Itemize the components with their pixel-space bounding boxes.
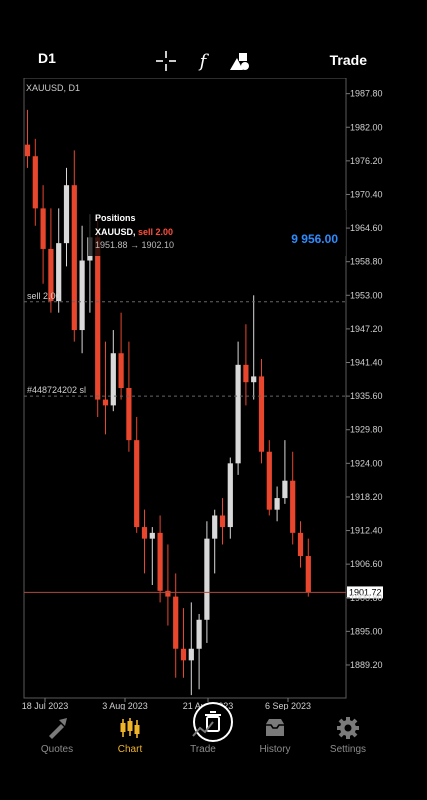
y-tick-label: 1953.00: [350, 290, 383, 300]
trash-icon: [205, 711, 221, 732]
candle-body: [258, 376, 265, 452]
candle-body: [56, 243, 62, 302]
candle-body: [110, 353, 116, 406]
candle-body: [227, 463, 233, 528]
popup-profit: 9 956.00: [291, 232, 338, 246]
history-icon: [266, 719, 284, 736]
candle-body: [102, 399, 109, 406]
candle-body: [40, 208, 46, 249]
y-tick-label: 1895.00: [350, 626, 383, 636]
candle-body: [63, 185, 70, 244]
y-tick-label: 1912.40: [350, 526, 383, 536]
y-tick-label: 1924.00: [350, 458, 383, 468]
bottom-tab-bar: Quotes Chart Trade History: [0, 710, 427, 800]
popup-prices: 1951.88 → 1902.10: [95, 240, 174, 250]
y-tick-label: 1947.20: [350, 324, 383, 334]
candle-body: [274, 498, 280, 510]
trade-icon: [192, 721, 214, 737]
candle-body: [24, 144, 31, 157]
tab-chart-label: Chart: [117, 744, 143, 755]
popup-title: Positions: [95, 213, 136, 223]
tab-trade[interactable]: Trade: [163, 710, 243, 755]
candle-body: [71, 185, 77, 331]
candle-body: [48, 248, 54, 302]
candle-body: [204, 538, 210, 620]
candle-body: [141, 527, 148, 539]
candle-body: [196, 619, 202, 649]
candle-body: [243, 364, 249, 383]
tab-settings[interactable]: Settings: [308, 710, 388, 755]
y-tick-label: 1987.80: [350, 89, 383, 99]
popup-symbol: XAUUSD: [95, 227, 134, 237]
y-tick-label: 1900.80: [350, 593, 383, 603]
y-tick-label: 1929.80: [350, 425, 383, 435]
y-tick-label: 1889.20: [350, 660, 383, 670]
tab-quotes[interactable]: Quotes: [17, 710, 97, 755]
candle-body: [79, 260, 85, 331]
trade-button[interactable]: Trade: [329, 52, 367, 68]
candle-body: [134, 440, 140, 528]
tab-chart[interactable]: Chart: [90, 710, 170, 755]
settings-icon: [337, 717, 359, 739]
sell-level-label: sell 2.00: [27, 291, 61, 301]
candle-body: [212, 515, 218, 539]
y-tick-label: 1970.40: [350, 189, 383, 199]
candle-body: [149, 532, 155, 539]
candle-body: [266, 451, 272, 510]
candle-body: [305, 556, 311, 593]
y-tick-label: 1918.20: [350, 492, 383, 502]
quotes-icon: [49, 718, 67, 739]
candle-body: [219, 515, 226, 528]
price-chart[interactable]: sell 2.00 #448724202 sl 1901.72 1987.80 198…: [0, 78, 427, 710]
candle-body: [32, 156, 38, 209]
candle-body: [297, 532, 304, 557]
candle-body: [173, 596, 179, 649]
stop-loss-label: #448724202 sl: [27, 385, 86, 395]
y-tick-label: 1958.80: [350, 257, 383, 267]
x-tick-label: 18 Jul 2023: [22, 701, 69, 710]
chart-candles-icon: [120, 718, 140, 738]
chart-toolbar: D1 f Trade: [0, 0, 427, 80]
x-tick-label: 6 Sep 2023: [265, 701, 311, 710]
symbol-label: XAUUSD, D1: [26, 83, 80, 93]
x-tick-label: 3 Aug 2023: [102, 701, 148, 710]
tab-settings-label: Settings: [329, 744, 367, 755]
tab-trade-label: Trade: [190, 744, 216, 755]
candle-body: [157, 532, 163, 591]
y-tick-label: 1964.60: [350, 223, 383, 233]
candle-body: [235, 364, 241, 464]
candle-body: [95, 237, 101, 400]
y-tick-label: 1935.60: [350, 391, 383, 401]
popup-side: sell 2.00: [138, 227, 173, 237]
candle-body: [126, 388, 132, 441]
tab-history-label: History: [259, 744, 291, 755]
y-tick-label: 1906.60: [350, 559, 383, 569]
tab-quotes-label: Quotes: [40, 744, 74, 755]
candle-body: [180, 648, 187, 661]
y-tick-label: 1941.40: [350, 358, 383, 368]
svg-text:XAUUSD, sell 2.00: XAUUSD, sell 2.00: [95, 227, 173, 237]
close-position-button[interactable]: [193, 702, 233, 742]
plot-frame: [23, 78, 347, 699]
tab-history[interactable]: History: [235, 710, 315, 755]
objects-icon[interactable]: [228, 50, 250, 72]
candle-body: [118, 353, 124, 388]
candle-body: [188, 648, 194, 661]
crosshair-icon[interactable]: [155, 50, 177, 72]
y-tick-label: 1982.00: [350, 122, 383, 132]
current-price-label: 1901.72: [349, 587, 382, 597]
y-tick-label: 1976.20: [350, 156, 383, 166]
timeframe-button[interactable]: D1: [38, 50, 56, 66]
current-price-tag: [347, 586, 383, 599]
candle-body: [290, 480, 296, 533]
candle-body: [165, 590, 171, 597]
positions-popup[interactable]: Positions XAUUSD, sell 2.00 1951.88 → 19…: [88, 210, 346, 256]
candle-body: [282, 480, 288, 499]
candle-body: [251, 376, 257, 383]
svg-text:f: f: [198, 51, 210, 72]
indicator-f-icon[interactable]: f: [192, 50, 214, 72]
